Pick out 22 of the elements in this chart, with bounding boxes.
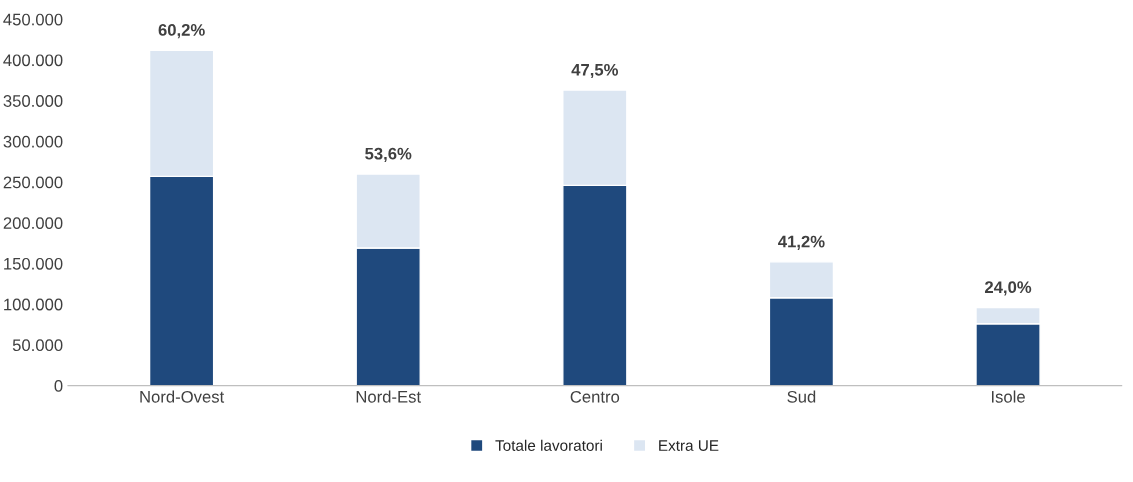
annotation: 41,2% xyxy=(778,235,825,250)
x-tick-label: Sud xyxy=(787,390,816,403)
x-tick-label: Nord-Est xyxy=(356,390,421,403)
y-tick-label: 250.000 xyxy=(3,176,63,189)
legend-label: Extra UE xyxy=(659,440,719,451)
x-tick-label: Centro xyxy=(570,390,620,403)
y-tick-label: 100.000 xyxy=(4,298,63,311)
y-tick-label: 200.000 xyxy=(3,217,63,229)
y-tick-label: 150.000 xyxy=(4,257,63,270)
legend-label: Totale lavoratori xyxy=(495,439,602,451)
y-tick-label: 450.000 xyxy=(3,13,63,26)
y-tick-label: 350.000 xyxy=(3,95,63,107)
annotation: 47,5% xyxy=(571,63,619,79)
y-tick-label: 50.000 xyxy=(12,339,63,352)
y-tick-label: 300.000 xyxy=(3,135,63,148)
x-tick-label: Isole xyxy=(991,390,1025,403)
x-tick-label: Nord-Ovest xyxy=(140,390,225,403)
annotation: 24,0% xyxy=(984,281,1032,296)
annotation: 53,6% xyxy=(365,147,412,162)
y-tick-label: 0 xyxy=(54,380,63,392)
annotation: 60,2% xyxy=(158,24,205,39)
y-tick-label: 400.000 xyxy=(3,54,63,67)
